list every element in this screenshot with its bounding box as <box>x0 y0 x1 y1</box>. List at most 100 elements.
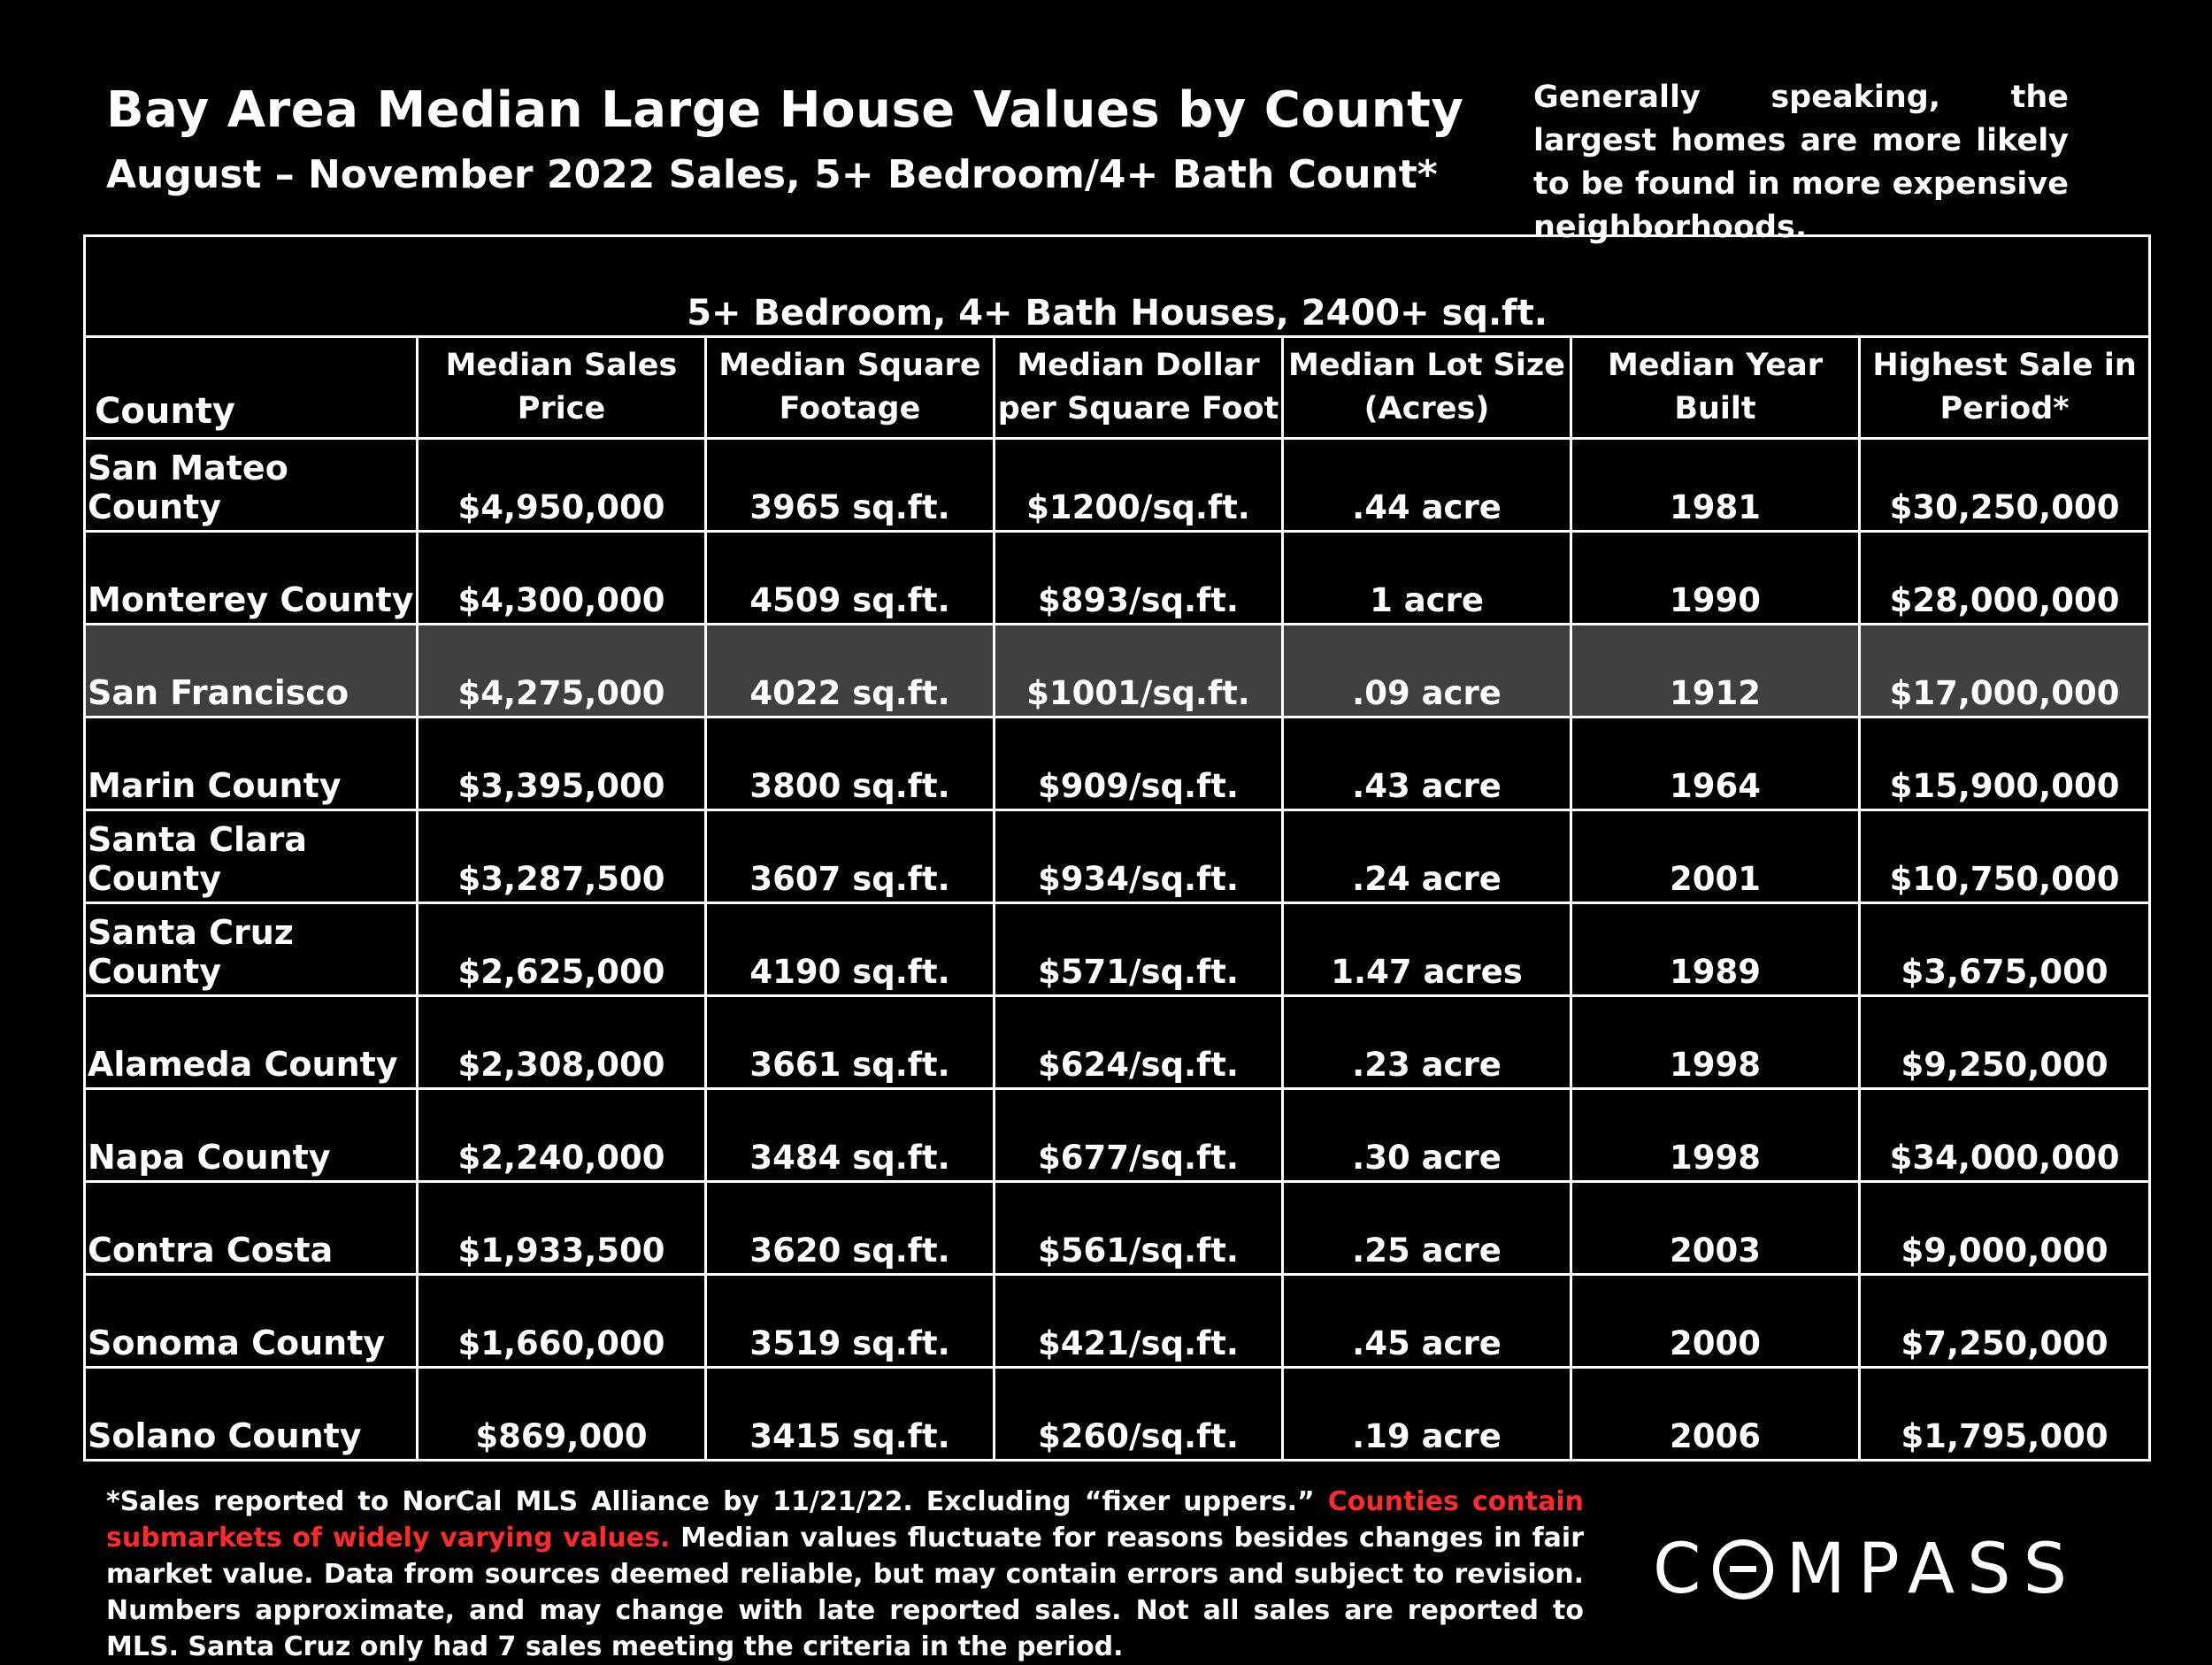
table-row: Solano County $869,000 3415 sq.ft. $260/sq.… <box>83 1366 2152 1462</box>
cell-median-lot-size: 1.47 acres <box>1281 902 1572 997</box>
cell-county: Alameda County <box>83 994 419 1090</box>
cell-highest-sale: $9,000,000 <box>1857 1180 2152 1276</box>
footnote-text-1: *Sales reported to NorCal MLS Alliance b… <box>106 1486 1328 1517</box>
cell-median-square-footage: 3661 sq.ft. <box>704 994 995 1090</box>
logo-letter-c: C <box>1653 1530 1714 1609</box>
cell-highest-sale: $30,250,000 <box>1857 437 2152 533</box>
cell-median-square-footage: 4190 sq.ft. <box>704 902 995 997</box>
cell-median-square-footage: 3965 sq.ft. <box>704 437 995 533</box>
cell-county: Santa Cruz County <box>83 902 419 997</box>
footnote: *Sales reported to NorCal MLS Alliance b… <box>106 1484 1584 1665</box>
cell-highest-sale: $1,795,000 <box>1857 1366 2152 1462</box>
cell-median-dollar-per-sqft: $934/sq.ft. <box>993 809 1284 904</box>
cell-county: San Mateo County <box>83 437 419 533</box>
cell-median-square-footage: 3415 sq.ft. <box>704 1366 995 1462</box>
county-values-table: 5+ Bedroom, 4+ Bath Houses, 2400+ sq.ft.… <box>82 234 2152 1462</box>
cell-median-sales-price: $4,300,000 <box>416 530 707 625</box>
cell-median-sales-price: $1,933,500 <box>416 1180 707 1276</box>
cell-median-year-built: 2000 <box>1570 1273 1861 1369</box>
cell-county: Santa Clara County <box>83 809 419 904</box>
column-header-median-dollar-per-sqft: Median Dollar per Square Foot <box>993 335 1284 440</box>
cell-median-year-built: 1989 <box>1570 902 1861 997</box>
table-row: Sonoma County $1,660,000 3519 sq.ft. $421/s… <box>83 1273 2152 1369</box>
table-caption: 5+ Bedroom, 4+ Bath Houses, 2400+ sq.ft. <box>82 234 2152 338</box>
cell-median-dollar-per-sqft: $260/sq.ft. <box>993 1366 1284 1462</box>
cell-median-sales-price: $4,950,000 <box>416 437 707 533</box>
page-subtitle: August – November 2022 Sales, 5+ Bedroom… <box>106 152 1438 197</box>
cell-median-sales-price: $4,275,000 <box>416 623 707 718</box>
cell-median-year-built: 1964 <box>1570 716 1861 811</box>
cell-median-dollar-per-sqft: $421/sq.ft. <box>993 1273 1284 1369</box>
cell-county: Napa County <box>83 1087 419 1183</box>
cell-median-lot-size: .45 acre <box>1281 1273 1572 1369</box>
table-row: Santa Cruz County $2,625,000 4190 sq.ft. $5… <box>83 902 2152 997</box>
cell-median-year-built: 2003 <box>1570 1180 1861 1276</box>
cell-median-sales-price: $2,308,000 <box>416 994 707 1090</box>
cell-median-lot-size: .19 acre <box>1281 1366 1572 1462</box>
cell-median-sales-price: $3,395,000 <box>416 716 707 811</box>
table-row: San Francisco $4,275,000 4022 sq.ft. $1001/… <box>83 623 2152 718</box>
cell-median-lot-size: .09 acre <box>1281 623 1572 718</box>
cell-highest-sale: $3,675,000 <box>1857 902 2152 997</box>
cell-median-lot-size: 1 acre <box>1281 530 1572 625</box>
table-row: Contra Costa $1,933,500 3620 sq.ft. $561/sq… <box>83 1180 2152 1276</box>
column-header-county: County <box>83 335 419 440</box>
table-header-row: County Median Sales Price Median Square … <box>83 335 2152 440</box>
footnote-text-2: Median values fluctuate for reasons besi… <box>106 1523 1584 1662</box>
cell-median-sales-price: $2,625,000 <box>416 902 707 997</box>
cell-median-year-built: 1981 <box>1570 437 1861 533</box>
cell-median-square-footage: 4022 sq.ft. <box>704 623 995 718</box>
side-note: Generally speaking, the largest homes ar… <box>1533 80 2069 245</box>
cell-median-lot-size: .23 acre <box>1281 994 1572 1090</box>
cell-median-square-footage: 4509 sq.ft. <box>704 530 995 625</box>
cell-county: Sonoma County <box>83 1273 419 1369</box>
cell-county: San Francisco <box>83 623 419 718</box>
cell-median-dollar-per-sqft: $571/sq.ft. <box>993 902 1284 997</box>
cell-median-year-built: 1998 <box>1570 1087 1861 1183</box>
cell-median-sales-price: $3,287,500 <box>416 809 707 904</box>
table-row: Santa Clara County $3,287,500 3607 sq.ft. $… <box>83 809 2152 904</box>
cell-highest-sale: $34,000,000 <box>1857 1087 2152 1183</box>
cell-median-dollar-per-sqft: $909/sq.ft. <box>993 716 1284 811</box>
table-row: Napa County $2,240,000 3484 sq.ft. $677/sq.… <box>83 1087 2152 1183</box>
cell-median-lot-size: .24 acre <box>1281 809 1572 904</box>
cell-median-dollar-per-sqft: $624/sq.ft. <box>993 994 1284 1090</box>
table-row: Marin County $3,395,000 3800 sq.ft. $909/sq… <box>83 716 2152 811</box>
cell-highest-sale: $9,250,000 <box>1857 994 2152 1090</box>
cell-county: Monterey County <box>83 530 419 625</box>
cell-median-year-built: 1998 <box>1570 994 1861 1090</box>
cell-highest-sale: $10,750,000 <box>1857 809 2152 904</box>
cell-highest-sale: $28,000,000 <box>1857 530 2152 625</box>
cell-median-dollar-per-sqft: $1001/sq.ft. <box>993 623 1284 718</box>
logo-letters-mpass: MPASS <box>1786 1530 2080 1609</box>
compass-o-icon <box>1713 1539 1774 1600</box>
cell-median-lot-size: .25 acre <box>1281 1180 1572 1276</box>
table-row: Alameda County $2,308,000 3661 sq.ft. $624/… <box>83 994 2152 1090</box>
page-title: Bay Area Median Large House Values by Co… <box>106 81 1464 139</box>
compass-logo: C MPASS <box>1653 1531 2079 1608</box>
cell-median-sales-price: $1,660,000 <box>416 1273 707 1369</box>
cell-median-dollar-per-sqft: $677/sq.ft. <box>993 1087 1284 1183</box>
column-header-median-year-built: Median Year Built <box>1570 335 1861 440</box>
cell-median-year-built: 1912 <box>1570 623 1861 718</box>
cell-median-sales-price: $2,240,000 <box>416 1087 707 1183</box>
cell-highest-sale: $17,000,000 <box>1857 623 2152 718</box>
cell-median-dollar-per-sqft: $1200/sq.ft. <box>993 437 1284 533</box>
column-header-median-square-footage: Median Square Footage <box>704 335 995 440</box>
cell-median-year-built: 1990 <box>1570 530 1861 625</box>
cell-median-square-footage: 3484 sq.ft. <box>704 1087 995 1183</box>
table-row: Monterey County $4,300,000 4509 sq.ft. $893… <box>83 530 2152 625</box>
cell-median-lot-size: .43 acre <box>1281 716 1572 811</box>
cell-median-year-built: 2006 <box>1570 1366 1861 1462</box>
cell-median-dollar-per-sqft: $561/sq.ft. <box>993 1180 1284 1276</box>
cell-median-square-footage: 3620 sq.ft. <box>704 1180 995 1276</box>
cell-county: Solano County <box>83 1366 419 1462</box>
column-header-median-lot-size: Median Lot Size (Acres) <box>1281 335 1572 440</box>
cell-highest-sale: $7,250,000 <box>1857 1273 2152 1369</box>
cell-county: Marin County <box>83 716 419 811</box>
table-row: San Mateo County $4,950,000 3965 sq.ft. $12… <box>83 437 2152 533</box>
cell-median-year-built: 2001 <box>1570 809 1861 904</box>
cell-county: Contra Costa <box>83 1180 419 1276</box>
cell-highest-sale: $15,900,000 <box>1857 716 2152 811</box>
footnote-warning: Counties contain submarkets of widely va… <box>106 1486 1584 1554</box>
